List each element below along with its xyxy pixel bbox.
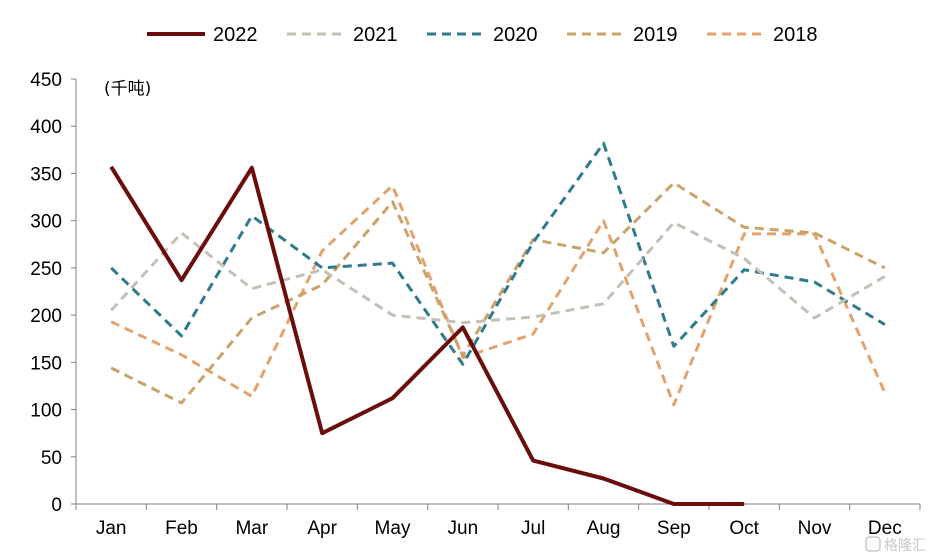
legend-label-2018: 2018 [773, 24, 818, 46]
y-tick-label: 300 [30, 212, 62, 233]
y-tick-label: 450 [30, 70, 62, 91]
axes: 0 50 100 150 200 250 300 350 400 450 Jan Feb Mar Apr M… [30, 70, 921, 539]
y-tick-label: 150 [30, 353, 62, 374]
y-unit-label: (千吨) [104, 79, 151, 99]
y-tick-label: 200 [30, 306, 62, 327]
legend-label-2019: 2019 [633, 24, 678, 46]
x-tick-label: Feb [165, 518, 198, 539]
series-line-2021 [110, 221, 886, 325]
watermark-text: 格隆汇 [884, 538, 926, 554]
series-line-2022 [109, 165, 745, 506]
series-line-2020 [110, 141, 886, 366]
y-tick-label: 50 [41, 448, 62, 469]
x-tick-label: Sep [657, 518, 691, 539]
x-tick-label: May [375, 518, 411, 539]
x-tick-label: Apr [307, 518, 337, 539]
y-tick-label: 100 [30, 401, 62, 422]
series-group [109, 141, 887, 506]
x-tick-label: Oct [729, 518, 759, 539]
y-tick-label: 0 [51, 495, 62, 516]
series-line-2018 [110, 184, 887, 407]
x-tick-label: Jan [96, 518, 127, 539]
x-tick-label: Nov [798, 518, 832, 539]
x-tick-label: Aug [587, 518, 621, 539]
legend: 2022 2021 2020 2019 2018 [147, 24, 818, 46]
y-tick-label: 400 [30, 117, 62, 138]
x-tick-label: Jul [521, 518, 545, 539]
x-tick-label: Mar [235, 518, 268, 539]
legend-label-2021: 2021 [353, 24, 398, 46]
y-tick-label: 250 [30, 259, 62, 280]
x-tick-label: Dec [868, 518, 902, 539]
watermark: 格隆汇 [865, 536, 926, 554]
watermark-logo-icon [865, 536, 881, 552]
legend-label-2020: 2020 [493, 24, 538, 46]
x-tick-label: Jun [448, 518, 479, 539]
series-line-2019 [110, 181, 886, 405]
y-tick-label: 350 [30, 164, 62, 185]
legend-label-2022: 2022 [213, 24, 258, 46]
